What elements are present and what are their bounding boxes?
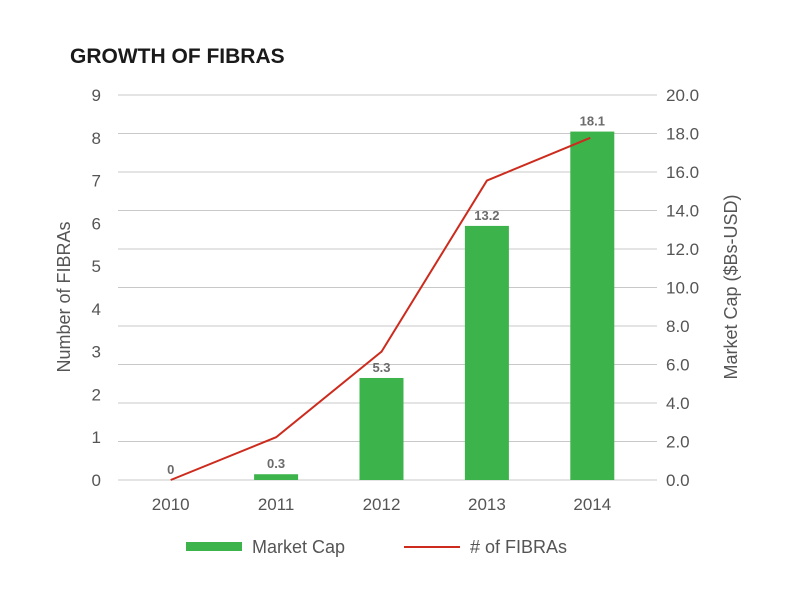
x-tick-label: 2011 bbox=[258, 495, 295, 514]
bar bbox=[570, 131, 615, 480]
left-tick-label: 8 bbox=[92, 129, 101, 148]
legend: Market Cap # of FIBRAs bbox=[186, 537, 567, 557]
right-tick-label: 4.0 bbox=[666, 394, 690, 413]
left-tick-label: 6 bbox=[92, 214, 101, 233]
left-tick-label: 2 bbox=[92, 385, 101, 404]
bar bbox=[359, 377, 404, 480]
bar-data-label: 13.2 bbox=[474, 208, 499, 223]
bar-data-label: 5.3 bbox=[372, 360, 390, 375]
x-tick-label: 2012 bbox=[363, 495, 401, 514]
bars bbox=[254, 131, 615, 480]
x-tick-label: 2013 bbox=[468, 495, 506, 514]
legend-label-fibras: # of FIBRAs bbox=[470, 537, 567, 557]
bar-data-label: 18.1 bbox=[580, 114, 605, 129]
bar bbox=[464, 225, 509, 480]
legend-swatch-market-cap bbox=[186, 542, 242, 551]
right-tick-label: 10.0 bbox=[666, 279, 699, 298]
line-path bbox=[170, 136, 591, 481]
x-tick-label: 2014 bbox=[573, 495, 611, 514]
chart-title: GROWTH OF FIBRAS bbox=[70, 45, 285, 68]
left-tick-label: 4 bbox=[92, 300, 101, 319]
x-axis-ticks: 2010 2011 2012 2013 2014 bbox=[152, 495, 611, 514]
right-tick-label: 8.0 bbox=[666, 317, 690, 336]
right-tick-label: 18.0 bbox=[666, 125, 699, 144]
right-tick-label: 12.0 bbox=[666, 240, 699, 259]
right-tick-label: 20.0 bbox=[666, 86, 699, 105]
right-tick-label: 6.0 bbox=[666, 356, 690, 375]
line-series bbox=[170, 136, 591, 481]
bar-data-label: 0 bbox=[167, 462, 174, 477]
left-tick-label: 3 bbox=[92, 343, 101, 362]
right-axis-ticks: 0.0 2.0 4.0 6.0 8.0 10.0 12.0 14.0 16.0 18.0 20.0 bbox=[666, 86, 699, 490]
legend-label-market-cap: Market Cap bbox=[252, 537, 345, 557]
right-axis-label: Market Cap ($Bs-USD) bbox=[721, 194, 741, 379]
left-tick-label: 7 bbox=[92, 172, 101, 191]
left-tick-label: 1 bbox=[92, 428, 101, 447]
left-tick-label: 9 bbox=[92, 86, 101, 105]
bar bbox=[254, 474, 299, 480]
gridlines bbox=[118, 94, 657, 481]
right-tick-label: 0.0 bbox=[666, 471, 690, 490]
bar-data-label: 0.3 bbox=[267, 456, 285, 471]
right-tick-label: 2.0 bbox=[666, 433, 690, 452]
left-tick-label: 5 bbox=[92, 257, 101, 276]
right-tick-label: 14.0 bbox=[666, 202, 699, 221]
x-tick-label: 2010 bbox=[152, 495, 190, 514]
left-axis-ticks: 0 1 2 3 4 5 6 7 8 9 bbox=[92, 86, 101, 490]
left-tick-label: 0 bbox=[92, 471, 101, 490]
data-labels: 0 0.3 5.3 13.2 18.1 bbox=[167, 114, 605, 477]
left-axis-label: Number of FIBRAs bbox=[54, 221, 74, 372]
right-tick-label: 16.0 bbox=[666, 163, 699, 182]
